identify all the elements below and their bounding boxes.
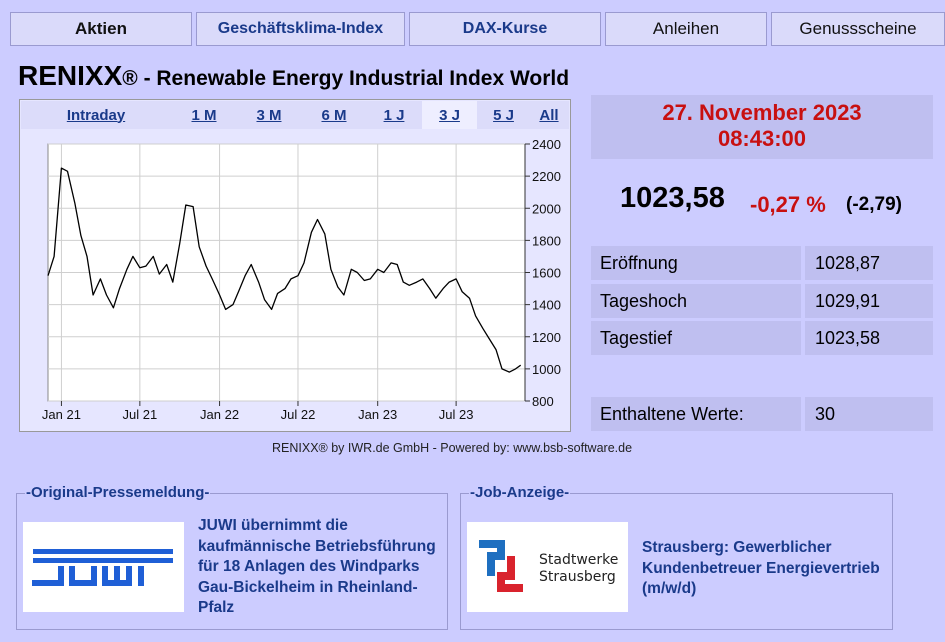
press-headline[interactable]: JUWI übernimmt die kaufmännische Betrieb… [198,517,436,616]
renixx-line-chart: 800 1000 1200 1400 1600 1800 2000 2200 2400 Jan 2… [42,137,561,422]
row-tagestief: Tagestief 1023,58 [591,321,933,355]
job-legend: -Job-Anzeige- [469,484,571,501]
job-ad-box: -Job-Anzeige- Stadtwerke Strausberg Stra… [460,484,893,630]
y-tick-label: 800 [532,394,554,409]
range-selector: Intraday 1 M 3 M 6 M 1 J 3 J 5 J All [21,101,569,129]
registered-mark: ® [122,67,138,90]
row-eroeffnung: Eröffnung 1028,87 [591,246,933,280]
range-5j-button[interactable]: 5 J [493,106,514,124]
range-1m-button[interactable]: 1 M [191,106,217,124]
x-tick-label: Jul 21 [122,407,157,422]
range-intraday-button[interactable]: Intraday [66,106,126,124]
x-tick-label: Jul 22 [281,407,316,422]
x-tick-label: Jan 23 [358,407,397,422]
y-tick-label: 1600 [532,266,561,281]
range-3m-button[interactable]: 3 M [256,106,282,124]
range-1j-button[interactable]: 1 J [383,106,405,124]
tab-dax-kurse[interactable]: DAX-Kurse [409,12,601,46]
x-tick-label: Jul 23 [439,407,474,422]
y-tick-label: 2000 [532,201,561,216]
row-holdings: Enthaltene Werte: 30 [591,397,933,431]
stadtwerke-strausberg-logo[interactable]: Stadtwerke Strausberg [467,522,628,612]
change-percent: -0,27 % [750,192,826,217]
logo-line-2: Strausberg [539,569,616,585]
holdings-label: Enthaltene Werte: [591,397,801,431]
chart-frame: Intraday 1 M 3 M 6 M 1 J 3 J 5 J All 800… [19,99,571,432]
logo-line-1: Stadtwerke [539,552,619,568]
tab-genussscheine[interactable]: Genussscheine [771,12,945,46]
current-price: 1023,58 [620,182,725,214]
tagestief-value: 1023,58 [805,321,933,355]
tab-geschaeftsklima-index[interactable]: Geschäftsklima-Index [196,12,405,46]
y-tick-label: 1800 [532,233,561,248]
change-absolute: (-2,79) [846,194,902,215]
press-release-box: -Original-Pressemeldung- JUWI übernimmt … [16,484,448,630]
strausberg-s-icon [479,540,523,592]
y-tick-label: 2200 [532,169,561,184]
quote-timestamp: 27. November 2023 08:43:00 [591,95,933,159]
page-title: RENIXX® - Renewable Energy Industrial In… [18,60,569,92]
eroeffnung-label: Eröffnung [591,246,801,280]
y-tick-label: 1000 [532,362,561,377]
tageshoch-label: Tageshoch [591,284,801,318]
holdings-value: 30 [805,397,933,431]
price-row: 1023,58 -0,27 % (-2,79) [591,182,933,222]
index-name: RENIXX [18,60,123,91]
x-tick-label: Jan 22 [200,407,239,422]
press-legend: -Original-Pressemeldung- [25,484,211,501]
juwi-logo[interactable] [23,522,184,612]
y-tick-label: 1200 [532,330,561,345]
index-subtitle: - Renewable Energy Industrial Index Worl… [137,67,570,90]
tab-aktien[interactable]: Aktien [10,12,192,46]
juwi-logo-icon [32,549,173,586]
tagestief-label: Tagestief [591,321,801,355]
quote-date: 27. November 2023 [662,100,862,125]
y-tick-label: 1400 [532,298,561,313]
range-3j-button[interactable]: 3 J [422,101,477,129]
series-line-renixx [47,167,522,373]
tab-anleihen[interactable]: Anleihen [605,12,767,46]
job-text[interactable]: Strausberg: Gewerblicher Kundenbetreuer … [642,539,880,597]
quote-time: 08:43:00 [717,126,807,151]
range-6m-button[interactable]: 6 M [321,106,347,124]
chart-credits: RENIXX® by IWR.de GmbH - Powered by: www… [272,441,633,455]
x-tick-label: Jan 21 [42,407,81,422]
eroeffnung-value: 1028,87 [805,246,933,280]
range-all-button[interactable]: All [539,106,559,124]
tageshoch-value: 1029,91 [805,284,933,318]
y-tick-label: 2400 [532,137,561,152]
row-tageshoch: Tageshoch 1029,91 [591,284,933,318]
